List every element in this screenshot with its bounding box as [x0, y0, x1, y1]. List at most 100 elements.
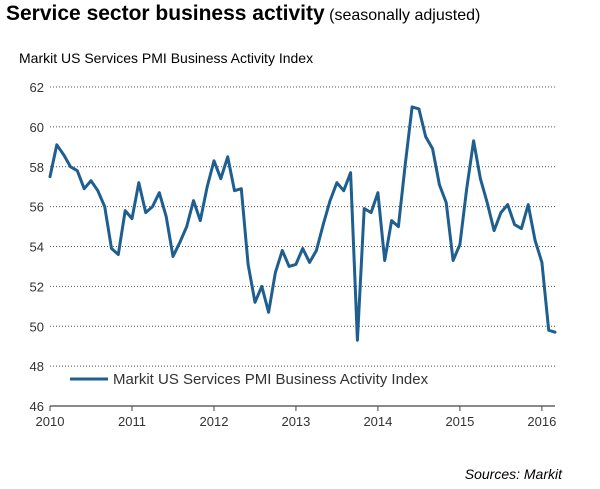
data-point	[144, 211, 147, 214]
legend: Markit US Services PMI Business Activity…	[70, 371, 429, 388]
data-point	[96, 189, 99, 192]
data-point	[185, 225, 188, 228]
data-point	[335, 181, 339, 184]
y-tick-label-46: 46	[30, 399, 44, 414]
data-point	[233, 189, 236, 192]
axes: 46 48 50 52 54 56 58 60 62 2010 2011 2012 2013 2014 20…	[30, 80, 557, 429]
y-tick-label-50: 50	[30, 319, 44, 334]
data-point	[349, 171, 352, 174]
data-point	[520, 227, 523, 230]
data-point	[55, 143, 59, 147]
chart-title: Service sector business activity (season…	[6, 2, 480, 26]
data-point	[226, 155, 229, 158]
data-point	[438, 183, 441, 186]
data-point	[369, 211, 373, 214]
data-point	[192, 199, 195, 202]
data-point	[103, 205, 106, 208]
data-point	[69, 165, 72, 168]
data-point	[404, 163, 407, 166]
data-point	[445, 201, 448, 204]
data-point	[383, 259, 386, 262]
data-point	[553, 331, 557, 334]
data-point	[356, 339, 359, 342]
y-tick-label-48: 48	[30, 359, 44, 374]
data-point	[479, 177, 482, 180]
x-tick-label-2014: 2014	[363, 414, 392, 429]
data-point	[281, 249, 284, 252]
chart-title-main: Service sector business activity	[6, 2, 325, 25]
data-point	[342, 189, 345, 192]
chart-subtitle: Markit US Services PMI Business Activity…	[19, 50, 314, 66]
data-point	[492, 229, 496, 232]
data-point	[506, 203, 509, 206]
data-point	[76, 169, 79, 172]
x-tick-label-2013: 2013	[281, 414, 310, 429]
chart-title-suffix: (seasonally adjusted)	[329, 7, 481, 24]
data-point	[267, 311, 270, 314]
data-point	[363, 207, 366, 210]
data-point	[458, 243, 462, 246]
data-point	[274, 271, 277, 274]
data-point	[212, 159, 216, 162]
y-tick-label-54: 54	[30, 240, 44, 255]
data-point	[178, 241, 181, 244]
data-point	[533, 239, 537, 242]
x-tick-label-2015: 2015	[445, 414, 474, 429]
data-point	[62, 153, 65, 156]
data-point	[465, 187, 468, 190]
data-point	[158, 191, 161, 194]
data-point	[376, 191, 380, 194]
data-point	[123, 209, 127, 212]
x-tick-label-2010: 2010	[36, 414, 65, 429]
data-point	[301, 247, 304, 250]
data-point	[89, 179, 93, 182]
data-point	[472, 139, 475, 143]
data-point	[164, 215, 168, 218]
data-point	[486, 201, 489, 204]
data-point	[499, 211, 503, 214]
y-tick-label-62: 62	[30, 80, 44, 95]
data-point	[137, 181, 140, 184]
y-tick-label-52: 52	[30, 279, 44, 294]
data-point	[82, 187, 86, 190]
data-point	[417, 107, 421, 111]
data-point	[322, 223, 325, 226]
y-tick-label-58: 58	[30, 160, 44, 175]
source-note: Sources: Markit	[464, 466, 562, 482]
data-point	[219, 177, 222, 180]
data-point	[130, 217, 134, 220]
data-point	[199, 219, 202, 222]
data-point	[287, 265, 291, 268]
data-point	[513, 223, 516, 226]
series-line-0	[48, 105, 557, 342]
data-point	[151, 205, 154, 208]
data-point	[424, 135, 427, 139]
data-point	[410, 105, 414, 109]
legend-label: Markit US Services PMI Business Activity…	[113, 371, 429, 388]
data-point	[48, 175, 52, 178]
data-point	[308, 261, 311, 264]
data-point	[315, 249, 318, 252]
data-point	[431, 147, 434, 151]
data-point	[117, 253, 120, 256]
data-point	[246, 263, 250, 266]
data-point	[526, 203, 530, 206]
data-point	[110, 247, 113, 250]
data-point	[328, 199, 332, 202]
data-point	[390, 219, 393, 222]
x-tick-label-2016: 2016	[527, 414, 556, 429]
data-point	[294, 263, 298, 266]
data-point	[540, 261, 544, 264]
data-point	[171, 255, 175, 258]
data-point	[397, 225, 400, 228]
series-layer	[48, 105, 557, 342]
data-point	[240, 187, 243, 190]
gridlines	[50, 86, 555, 367]
y-tick-label-56: 56	[30, 200, 44, 215]
data-point	[547, 329, 550, 332]
x-tick-label-2012: 2012	[200, 414, 229, 429]
data-point	[451, 259, 455, 262]
x-tick-label-2011: 2011	[118, 414, 146, 429]
data-point	[253, 301, 257, 304]
